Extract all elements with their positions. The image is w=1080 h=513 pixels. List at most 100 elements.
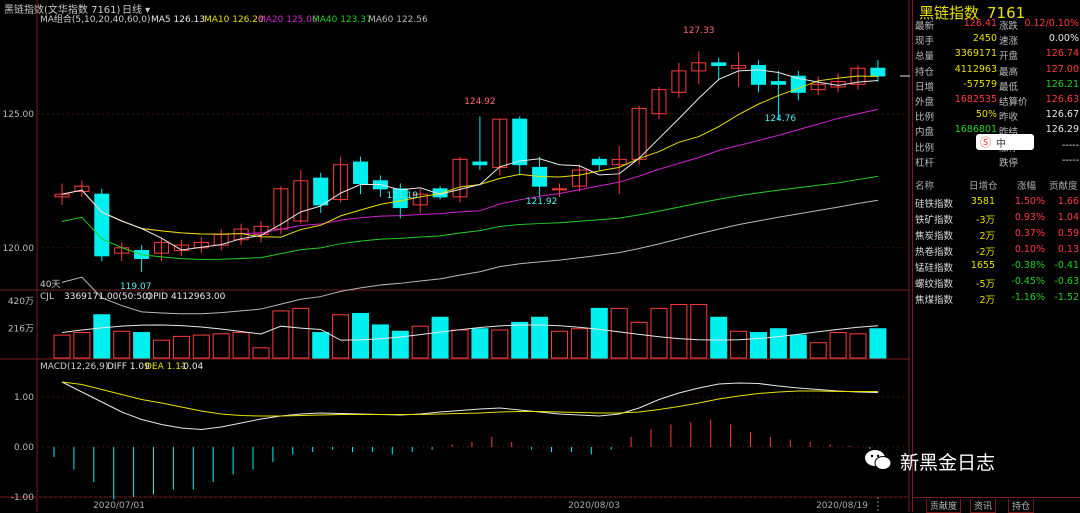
quote-label: 总量 <box>915 51 935 63</box>
candle-body <box>472 161 488 166</box>
volume-bar <box>690 304 708 359</box>
macd-tick-label: 0.00 <box>14 443 34 453</box>
component-contrib: 1.04 <box>1057 212 1079 223</box>
component-row[interactable]: 锰硅指数 1655 -0.38% -0.41 <box>913 258 1080 274</box>
component-inc: 1655 <box>970 260 995 271</box>
ma5-legend: MA5 126.13 <box>151 15 205 25</box>
volume-bar <box>670 304 688 359</box>
volume-bar <box>73 332 91 359</box>
quote-label: 昨结 <box>999 127 1019 139</box>
component-row[interactable]: 焦煤指数 2万 -1.16% -1.52 <box>913 290 1080 306</box>
panel-tab[interactable]: 持仓 <box>1008 499 1035 513</box>
volume-bar <box>750 332 767 359</box>
volume-bar <box>710 316 728 359</box>
opi-legend: OPID 4112963.00 <box>146 292 226 302</box>
component-inc: -2万 <box>976 247 995 258</box>
price-tick-label: 125.00 <box>3 110 35 120</box>
candle-body <box>591 158 607 166</box>
candle-body <box>253 225 269 235</box>
panel-tab[interactable]: 资讯 <box>970 499 997 513</box>
component-name: 热卷指数 <box>915 247 954 258</box>
candle-body <box>392 188 408 209</box>
volume-bar <box>869 328 887 359</box>
quote-label: 跌停 <box>999 157 1019 169</box>
volume-bar <box>93 314 111 359</box>
component-row[interactable]: 硅铁指数 3581 1.50% 1.66 <box>913 194 1080 210</box>
diff-legend: DIFF 1.09 <box>107 362 150 372</box>
high-label: 127.33 <box>683 26 715 36</box>
candle-body <box>193 241 209 249</box>
instrument-name[interactable]: 黑链指数(文华指数 7161) <box>4 5 121 16</box>
volume-bar <box>411 325 429 359</box>
component-contrib: 0.13 <box>1057 244 1079 255</box>
price-annotation: 124.92 <box>464 97 496 107</box>
component-chg: 1.50% <box>1014 196 1045 207</box>
candle-body <box>711 62 727 67</box>
volume-bar <box>849 333 867 359</box>
panel-tab[interactable]: 贡献度 <box>926 499 962 513</box>
macd-tick-label: 1.00 <box>14 393 34 403</box>
column-header[interactable]: 涨幅 <box>1017 181 1037 192</box>
vol-legend-value: 3369171.00(50:50) <box>64 292 151 302</box>
vol-tick-label: 420万 <box>8 297 34 307</box>
column-header[interactable]: 名称 <box>915 181 935 192</box>
candle-body <box>571 169 587 187</box>
candle-body <box>552 188 567 191</box>
quote-value: ----- <box>1061 139 1079 151</box>
quote-value: 126.63 <box>1045 94 1079 105</box>
price-annotation: 121.92 <box>526 197 558 207</box>
ma10-line <box>61 75 878 238</box>
volume-bar <box>809 342 827 359</box>
candle-body <box>412 193 428 206</box>
candle-body <box>313 177 329 206</box>
component-inc: -5万 <box>976 279 995 290</box>
component-inc: -3万 <box>976 215 995 226</box>
ime-chip[interactable]: Ⓢ 中 <box>976 134 1034 150</box>
volume-bar <box>551 330 568 359</box>
quote-label: 速涨 <box>999 36 1019 48</box>
candle-body <box>173 244 189 251</box>
volume-bar <box>172 335 190 359</box>
candle-body <box>810 83 826 91</box>
volume-bar <box>391 330 409 359</box>
quote-value: 127.00 <box>1045 63 1079 75</box>
macd-legend-label: MACD(12,26,9) <box>40 362 108 372</box>
volume-bar <box>431 316 449 359</box>
price-tick-label: 120.00 <box>3 244 35 254</box>
component-chg: 0.10% <box>1014 244 1045 255</box>
component-row[interactable]: 螺纹指数 -5万 -0.45% -0.63 <box>913 274 1080 290</box>
kline-chart[interactable]: 125.00 120.00 MA组合(5,10,20,40,60,0) MA5 126… <box>0 0 910 512</box>
volume-bar <box>531 316 549 359</box>
candle-body <box>651 89 667 115</box>
volume-bar <box>451 329 469 359</box>
chart-toolbar: 黑链指数(文华指数 7161) 日线 ▾ <box>0 0 910 16</box>
quote-value: 1686801 <box>954 124 997 136</box>
candle-body <box>671 70 687 93</box>
candle-body <box>293 180 309 222</box>
quote-label: 开盘 <box>999 51 1019 63</box>
column-header[interactable]: 日增仓 <box>969 181 998 192</box>
quote-label: 杠杆 <box>915 157 935 169</box>
column-header[interactable]: 贡献度 <box>1049 181 1078 192</box>
volume-bar <box>272 310 290 359</box>
quote-value: 0.00% <box>1048 33 1079 45</box>
ma10-legend: MA10 126.20 <box>204 15 264 25</box>
volume-bar <box>53 334 71 359</box>
candle-body <box>353 161 368 184</box>
component-row[interactable]: 焦炭指数 2万 0.37% 0.59 <box>913 226 1080 242</box>
volume-bar <box>232 332 250 359</box>
period-select[interactable]: 日线 ▾ <box>122 5 151 16</box>
volume-bar <box>312 332 330 359</box>
volume-bar <box>829 332 847 359</box>
date-label: 2020/08/19 <box>816 501 868 511</box>
date-label: 2020/07/01 <box>93 501 145 511</box>
quote-label: 比例 <box>915 112 935 124</box>
candle-body <box>611 158 627 166</box>
component-row[interactable]: 铁矿指数 -3万 0.93% 1.04 <box>913 210 1080 226</box>
ma-legend-label: MA组合(5,10,20,40,60,0) <box>40 13 151 25</box>
quote-value: 126.74 <box>1045 48 1079 60</box>
component-row[interactable]: 热卷指数 -2万 0.10% 0.13 <box>913 242 1080 258</box>
quote-value: 126.21 <box>1045 78 1079 90</box>
quote-label: 昨收 <box>999 112 1019 124</box>
component-contrib: 1.66 <box>1057 196 1079 207</box>
